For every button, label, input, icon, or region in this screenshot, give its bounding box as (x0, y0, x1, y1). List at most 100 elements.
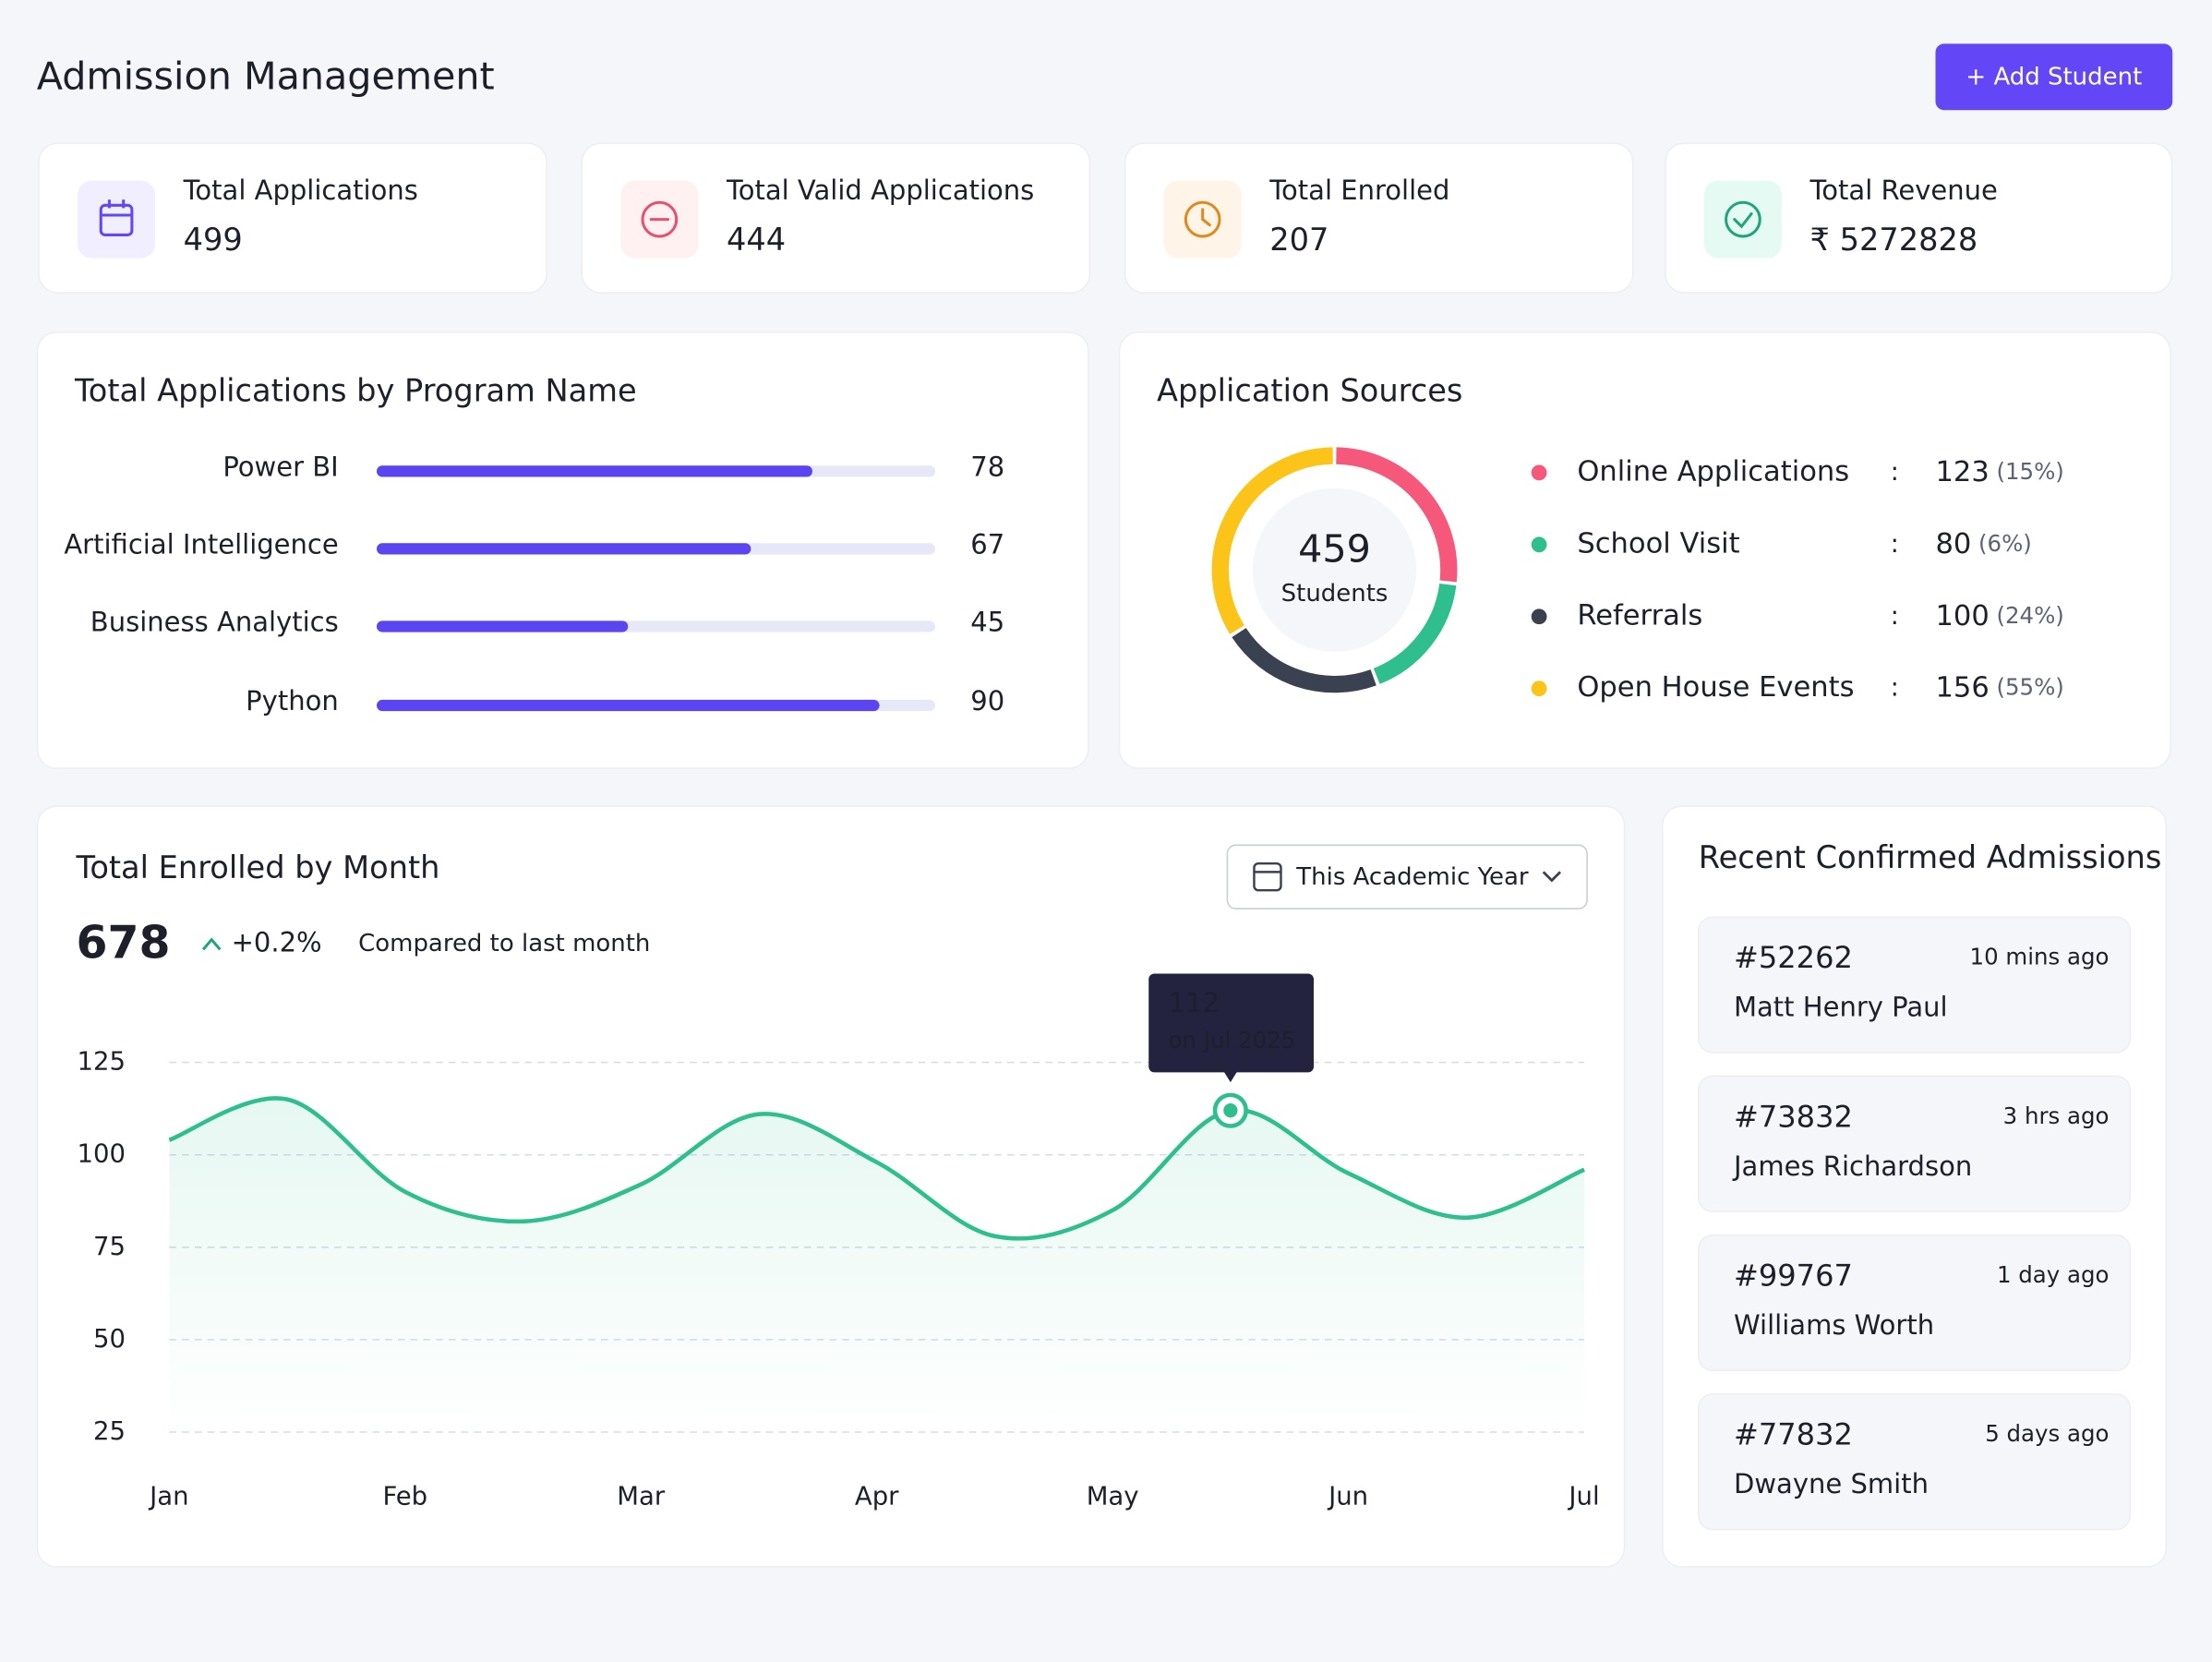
donut-center (1252, 488, 1417, 652)
change-arrow (201, 937, 222, 951)
donut-segment (1232, 627, 1376, 693)
bar-value: 78 (970, 451, 1004, 482)
y-tick-label: 100 (77, 1139, 125, 1169)
stat-icon (1733, 211, 1753, 229)
legend-colon: : (1891, 601, 1899, 631)
legend-percent: (24%) (1996, 602, 2063, 629)
legend-value: 100 (24%) (1935, 599, 2063, 632)
stat-icon (641, 200, 679, 238)
period-label: This Academic Year (1295, 863, 1529, 891)
chart-title: Total Enrolled by Month (76, 849, 440, 885)
stat-label: Total Enrolled (1268, 175, 1449, 206)
legend-dot (1531, 608, 1547, 625)
stat-icon (99, 203, 134, 236)
bar (376, 543, 751, 555)
stat-value: 499 (184, 222, 243, 258)
stat-icon (1725, 200, 1761, 238)
admission-id: #77832 (1734, 1417, 1853, 1452)
add-student-button[interactable]: + Add Student (1935, 43, 2173, 111)
admission-time: 10 mins ago (1970, 944, 2110, 970)
bar (376, 699, 880, 712)
donut-segment (1211, 447, 1333, 634)
legend-number: 100 (1935, 599, 1989, 632)
y-tick-label: 125 (77, 1047, 125, 1077)
legend-number: 80 (1935, 527, 1971, 560)
donut-caption: Students (1281, 580, 1389, 608)
admission-name: Matt Henry Paul (1734, 992, 1948, 1023)
chevron (1542, 871, 1562, 883)
chart-title: Application Sources (1157, 372, 1462, 408)
admissions-title: Recent Confirmed Admissions (1699, 839, 2162, 875)
stat-value: 444 (727, 222, 786, 258)
bar (376, 465, 812, 477)
admission-card (1698, 916, 2132, 1054)
x-tick-label: May (1087, 1481, 1139, 1511)
legend-percent: (15%) (1996, 458, 2063, 485)
line-area (169, 1098, 1585, 1432)
change-value: +0.2% (232, 926, 322, 957)
admission-id: #73832 (1734, 1099, 1853, 1134)
y-tick-label: 75 (93, 1232, 126, 1261)
legend-number: 156 (1935, 671, 1989, 704)
calendar-icon (1253, 861, 1282, 892)
donut-segment (1336, 447, 1458, 583)
stat-icon-box (1703, 180, 1782, 259)
tooltip-value: 112 (1169, 987, 1220, 1018)
tooltip-pointer (1223, 1070, 1238, 1083)
bar-value: 67 (970, 528, 1004, 560)
legend-value: 80 (6%) (1935, 527, 2031, 560)
legend-colon: : (1891, 457, 1899, 487)
line (168, 1096, 1585, 1241)
tooltip (1148, 973, 1315, 1073)
admission-time: 3 hrs ago (2003, 1102, 2110, 1129)
total-value: 678 (77, 916, 171, 969)
legend-percent: (55%) (1996, 674, 2063, 701)
bar-value: 45 (970, 606, 1004, 637)
stat-icon (1201, 208, 1211, 227)
bar (376, 620, 629, 632)
legend-label: Referrals (1577, 599, 1702, 632)
admission-time: 5 days ago (1985, 1420, 2109, 1447)
bar-label: Artificial Intelligence (64, 528, 338, 560)
admission-name: Dwayne Smith (1734, 1468, 1929, 1499)
legend-label: School Visit (1577, 527, 1739, 560)
chart-title: Total Applications by Program Name (74, 372, 637, 408)
stat-label: Total Valid Applications (726, 175, 1034, 206)
stat-icon-box (78, 180, 156, 259)
admission-id: #52262 (1734, 940, 1853, 975)
admission-id: #99767 (1734, 1259, 1853, 1294)
x-tick-label: Jul (1567, 1481, 1599, 1511)
legend-label: Online Applications (1577, 455, 1849, 488)
legend-label: Open House Events (1577, 671, 1854, 704)
y-tick-label: 50 (93, 1324, 126, 1354)
donut-total: 459 (1298, 526, 1371, 571)
donut-segment (1373, 583, 1457, 684)
legend-percent: (6%) (1978, 530, 2032, 557)
stat-label: Total Applications (183, 175, 418, 206)
admission-card (1698, 1075, 2132, 1212)
bar-value: 90 (970, 685, 1004, 717)
admission-name: Williams Worth (1734, 1309, 1934, 1341)
admission-card (1698, 1393, 2132, 1531)
legend-dot (1531, 464, 1547, 481)
change-note: Compared to last month (358, 930, 650, 957)
admission-time: 1 day ago (1997, 1261, 2109, 1288)
stat-icon (1184, 200, 1221, 238)
admission-name: James Richardson (1732, 1150, 1972, 1182)
tooltip-label: on Jul 2025 (1169, 1027, 1296, 1054)
legend-dot (1531, 536, 1547, 553)
bar-label: Power BI (222, 451, 338, 482)
legend-colon: : (1891, 673, 1899, 703)
stat-label: Total Revenue (1809, 175, 1998, 206)
page-title: Admission Management (37, 54, 495, 99)
bar-label: Python (246, 685, 339, 717)
legend-dot (1531, 680, 1547, 697)
admission-card (1698, 1234, 2132, 1372)
x-tick-label: Jun (1327, 1481, 1368, 1511)
period-dropdown (1226, 844, 1588, 909)
legend-number: 123 (1935, 455, 1989, 488)
x-tick-label: Mar (617, 1481, 666, 1511)
